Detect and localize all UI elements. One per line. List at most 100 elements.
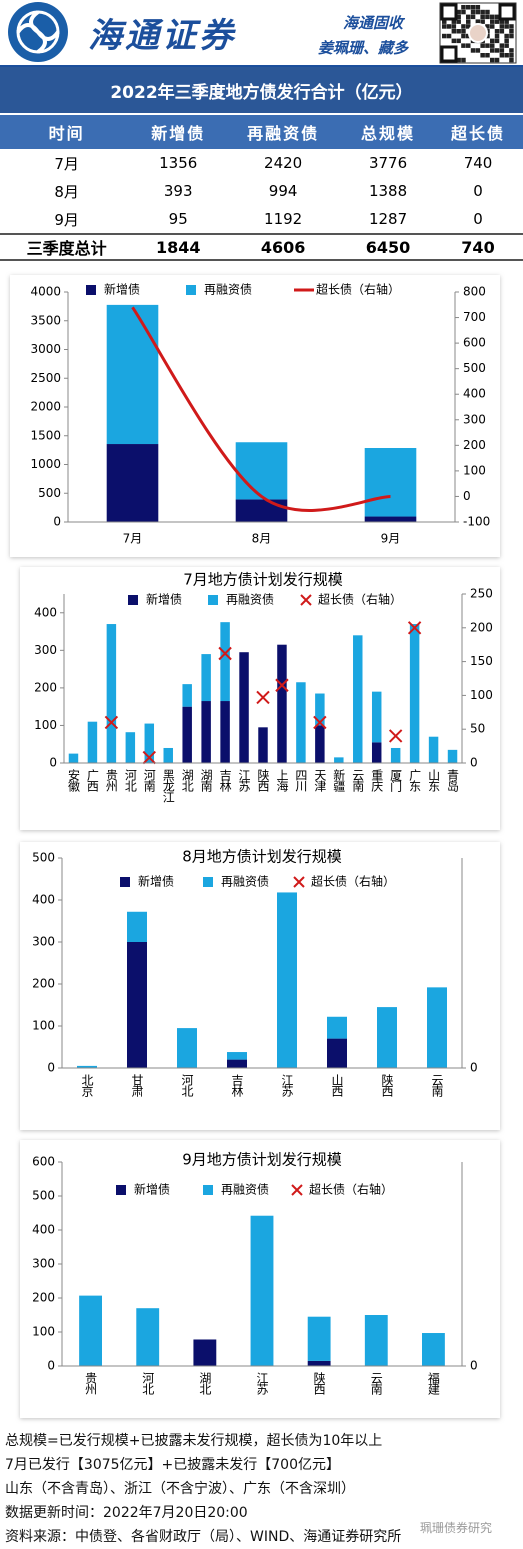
bar <box>201 701 211 763</box>
x-tick-label: 山东 <box>427 769 441 792</box>
x-tick-label: 厦门 <box>389 769 403 792</box>
table-cell: 7月 <box>54 154 79 173</box>
qr-dot <box>509 57 514 63</box>
qr-dot <box>485 9 490 15</box>
y2-tick-label: 600 <box>463 336 486 350</box>
legend-label: 再融资债 <box>204 283 252 297</box>
legend-label: 新增债 <box>134 1182 170 1197</box>
column-header: 超长债 <box>433 115 523 149</box>
y2-tick-label: 0 <box>470 1359 478 1373</box>
marker <box>142 750 156 765</box>
bar <box>177 1028 197 1068</box>
y2-tick-label: 700 <box>463 310 486 324</box>
bar <box>127 942 147 1068</box>
bar <box>427 987 447 1068</box>
chart-title: 7月地方债计划发行规模 <box>183 571 343 589</box>
bar <box>364 447 417 517</box>
y-tick-label: 500 <box>32 851 55 865</box>
qr-dot <box>504 24 509 29</box>
y-tick-label: 0 <box>47 1061 55 1075</box>
qr-dot <box>456 57 461 63</box>
table-row: 9月 95 1192 1287 0 <box>0 205 523 234</box>
y-tick-label: 500 <box>38 486 61 500</box>
y-tick-label: 3500 <box>30 313 61 327</box>
x-tick-label: 山西 <box>330 1074 344 1097</box>
bar <box>106 444 159 522</box>
y2-tick-label: 100 <box>470 688 493 702</box>
table-title: 2022年三季度地方债发行合计（亿元） <box>110 83 413 103</box>
y2-tick-label: 500 <box>463 361 486 375</box>
qr-eye <box>440 45 458 63</box>
note: 数据更新时间：2022年7月20日20:00 <box>5 1505 248 1521</box>
bar <box>334 757 344 763</box>
qr-dot <box>490 48 495 53</box>
qr-dot <box>494 48 500 53</box>
brand: 海通证券 <box>88 16 236 56</box>
qr-dot <box>456 38 461 44</box>
table-cell: 1287 <box>368 210 408 228</box>
y2-tick-label: 50 <box>470 722 485 736</box>
bar <box>163 747 173 763</box>
legend-label: 再融资债 <box>221 875 269 889</box>
legend-swatch <box>186 285 196 295</box>
qr-dot <box>494 33 500 39</box>
y-tick-label: 2500 <box>30 371 61 385</box>
x-tick-label: 7月 <box>123 532 143 546</box>
x-tick-label: 福建 <box>426 1371 440 1396</box>
table-cell: 三季度总计 <box>0 233 134 261</box>
bar <box>227 1052 247 1060</box>
bar <box>79 1295 102 1366</box>
chart-title: 8月地方债计划发行规模 <box>182 848 342 866</box>
bar <box>193 1339 217 1366</box>
x-tick-label: 上海 <box>275 769 289 792</box>
x-tick-label: 青岛 <box>446 769 460 793</box>
y2-tick-label: 200 <box>470 620 493 634</box>
qr-dot <box>470 14 476 20</box>
table-row: 7月 1356 2420 3776 740 <box>0 149 523 177</box>
line <box>131 306 391 512</box>
table-cell: 6450 <box>343 233 434 261</box>
qr-dot <box>466 43 471 48</box>
qr-dot <box>499 19 505 24</box>
x-tick-label: 黑龙江 <box>161 769 175 803</box>
qr-dot <box>470 9 476 15</box>
bar <box>136 1308 160 1366</box>
y-tick-label: 500 <box>32 1189 55 1203</box>
column-header: 时间 <box>0 115 134 149</box>
qr-dot <box>461 29 466 34</box>
qr-dot <box>499 29 505 34</box>
bar <box>68 753 79 763</box>
x-tick-label: 陕西 <box>256 768 270 792</box>
table-cell: 1388 <box>368 182 408 200</box>
legend-label: 新增债 <box>104 282 140 297</box>
table-cell: 994 <box>268 182 298 200</box>
team: 海通固收 <box>343 14 404 32</box>
y2-tick-label: 200 <box>463 438 486 452</box>
x-tick-label: 陕西 <box>312 1371 326 1395</box>
bar <box>127 911 147 942</box>
qr-dot <box>504 19 509 24</box>
bar <box>307 1316 331 1361</box>
bar <box>315 693 325 726</box>
note: 资料来源：中债登、各省财政厅（局）、WIND、海通证券研究所 <box>5 1529 402 1545</box>
table-cell: 2420 <box>264 154 303 172</box>
authors: 姜珮珊、藏多 <box>318 39 409 57</box>
qr-dot <box>504 33 509 39</box>
bar <box>447 749 458 763</box>
x-tick-label: 新疆 <box>332 768 346 792</box>
bar <box>106 304 159 445</box>
qr-dot <box>466 33 471 39</box>
qr-dot <box>480 19 485 24</box>
bar <box>182 706 192 763</box>
bar <box>125 732 136 763</box>
y-tick-label: 600 <box>32 1155 55 1169</box>
table-row: 三季度总计 1844 4606 6450 740 <box>0 233 523 261</box>
table-cell: 1192 <box>264 210 303 228</box>
legend-label: 再融资债 <box>226 593 274 607</box>
y-tick-label: 200 <box>32 977 55 991</box>
y-tick-label: 300 <box>34 643 57 657</box>
qr-dot <box>509 53 514 58</box>
legend-label: 超长债（右轴） <box>318 592 402 607</box>
